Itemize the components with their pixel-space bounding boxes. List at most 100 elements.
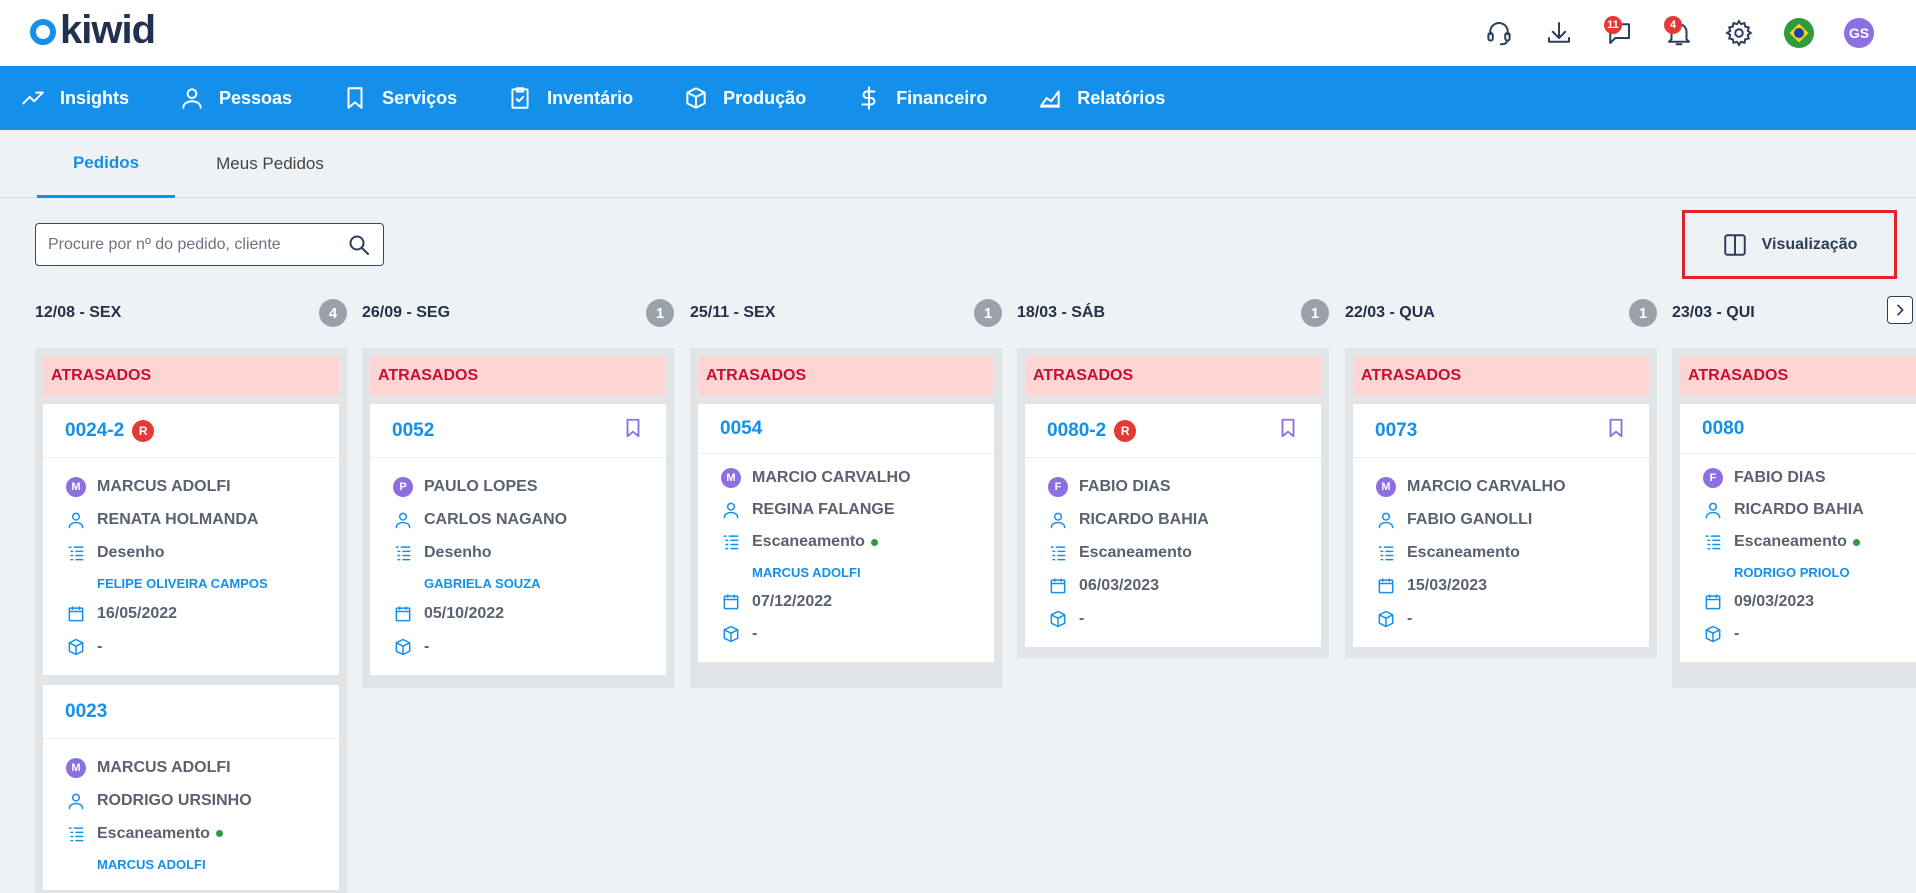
stage-name: Escaneamento xyxy=(97,824,210,842)
nav-label: Pessoas xyxy=(219,87,293,108)
stage-list-icon xyxy=(1702,531,1724,553)
responsible-name: MARCUS ADOLFI xyxy=(97,758,231,776)
order-card[interactable]: 0023 M MARCUS ADOLFI RODRIGO URSINHO Esca… xyxy=(43,685,339,890)
column-count-badge: 1 xyxy=(646,299,674,327)
order-card[interactable]: 0052 P PAULO LOPES CARLOS NAGANO Desenho … xyxy=(370,404,666,675)
column-header: 22/03 - QUA 1 xyxy=(1345,296,1657,330)
column-date: 12/08 - SEX xyxy=(35,304,122,321)
view-mode-button[interactable]: Visualização xyxy=(1682,210,1897,279)
order-number[interactable]: 0024-2 xyxy=(65,419,125,441)
column-header: 23/03 - QUI xyxy=(1672,296,1872,330)
client-name: REGINA FALANGE xyxy=(752,501,895,518)
column-date: 18/03 - SÁB xyxy=(1017,304,1106,321)
due-date: 07/12/2022 xyxy=(752,593,833,610)
stage-list-icon xyxy=(392,542,414,564)
settings-gear-icon[interactable] xyxy=(1720,14,1758,52)
nav-producao[interactable]: Produção xyxy=(683,66,806,130)
user-avatar[interactable]: GS xyxy=(1840,14,1878,52)
order-number[interactable]: 0080 xyxy=(1702,417,1745,439)
nav-insights[interactable]: Insights xyxy=(20,66,129,130)
stage-name: Escaneamento xyxy=(1407,543,1520,561)
nav-relatorios[interactable]: Relatórios xyxy=(1037,66,1165,130)
person-icon xyxy=(392,509,414,531)
r-badge: R xyxy=(1114,419,1137,442)
bookmark-icon[interactable] xyxy=(622,417,644,444)
column-header: 18/03 - SÁB 1 xyxy=(1017,296,1329,330)
calendar-icon xyxy=(392,603,414,625)
initial-avatar: M xyxy=(721,468,741,488)
nav-financeiro[interactable]: Financeiro xyxy=(856,66,987,130)
trending-up-icon xyxy=(22,91,44,105)
initial-avatar: M xyxy=(66,476,86,497)
assignee-link[interactable]: MARCUS ADOLFI xyxy=(97,856,206,872)
group-label-atrasados: ATRASADOS xyxy=(1353,356,1649,396)
due-date: 15/03/2023 xyxy=(1407,576,1488,594)
assignee-link[interactable]: FELIPE OLIVEIRA CAMPOS xyxy=(97,575,268,591)
logo-mark xyxy=(30,19,56,45)
search-input[interactable] xyxy=(48,235,347,254)
assignee-link[interactable]: GABRIELA SOUZA xyxy=(424,575,541,591)
due-date: 09/03/2023 xyxy=(1734,593,1815,610)
client-name: RICARDO BAHIA xyxy=(1079,510,1209,528)
responsible-name: MARCIO CARVALHO xyxy=(1407,477,1566,495)
chat-icon[interactable]: 11 xyxy=(1600,14,1638,52)
nav-pessoas[interactable]: Pessoas xyxy=(179,66,292,130)
box-icon xyxy=(686,87,706,109)
initial-avatar: P xyxy=(393,476,413,497)
group-label-atrasados: ATRASADOS xyxy=(370,356,666,396)
order-card[interactable]: 0080 F FABIO DIAS RICARDO BAHIA Escaneame… xyxy=(1680,404,1916,662)
area-chart-icon xyxy=(1040,90,1060,108)
stage-name: Escaneamento xyxy=(752,533,865,550)
column-count-badge: 1 xyxy=(1301,299,1329,327)
assignee-link[interactable]: MARCUS ADOLFI xyxy=(752,564,861,580)
search-box xyxy=(35,223,384,266)
order-number[interactable]: 0023 xyxy=(65,700,108,722)
order-number[interactable]: 0054 xyxy=(720,417,763,439)
initial-avatar: M xyxy=(1376,476,1396,497)
box-icon xyxy=(720,623,742,645)
column-count-badge: 1 xyxy=(1629,299,1657,327)
stage-name: Escaneamento xyxy=(1079,543,1192,561)
support-headset-icon[interactable] xyxy=(1480,14,1518,52)
box-icon xyxy=(65,636,87,658)
order-card[interactable]: 0080-2 R F FABIO DIAS RICARDO BAHIA Escane… xyxy=(1025,404,1321,647)
tab-pedidos[interactable]: Pedidos xyxy=(37,130,175,198)
person-icon xyxy=(65,509,87,531)
assignee-link[interactable]: RODRIGO PRIOLO xyxy=(1734,564,1850,580)
status-dot xyxy=(870,538,878,546)
product-value: - xyxy=(1079,609,1085,627)
kanban-column: ATRASADOS 0080-2 R F FABIO DIAS RICARDO BA… xyxy=(1017,348,1329,658)
client-name: RODRIGO URSINHO xyxy=(97,791,252,809)
order-number[interactable]: 0080-2 xyxy=(1047,419,1107,441)
column-header: 12/08 - SEX 4 xyxy=(35,296,347,330)
tab-meus-pedidos[interactable]: Meus Pedidos xyxy=(216,154,324,173)
language-flag-icon[interactable] xyxy=(1780,14,1818,52)
person-icon xyxy=(65,790,87,812)
column-header: 25/11 - SEX 1 xyxy=(690,296,1002,330)
notifications-bell-icon[interactable]: 4 xyxy=(1660,14,1698,52)
bookmark-icon[interactable] xyxy=(1605,417,1627,444)
client-name: RICARDO BAHIA xyxy=(1734,501,1864,518)
calendar-icon xyxy=(1375,575,1397,597)
scroll-right-button[interactable] xyxy=(1887,296,1913,324)
order-card[interactable]: 0054 M MARCIO CARVALHO REGINA FALANGE Esc… xyxy=(698,404,994,662)
order-card[interactable]: 0024-2 R M MARCUS ADOLFI RENATA HOLMANDA D… xyxy=(43,404,339,675)
download-icon[interactable] xyxy=(1540,14,1578,52)
clipboard-check-icon xyxy=(511,87,529,109)
column-date: 22/03 - QUA xyxy=(1345,304,1435,321)
order-number[interactable]: 0073 xyxy=(1375,419,1418,441)
column-header: 26/09 - SEG 1 xyxy=(362,296,674,330)
nav-servicos[interactable]: Serviços xyxy=(342,66,457,130)
r-badge: R xyxy=(132,419,155,442)
kanban-column: ATRASADOS 0054 M MARCIO CARVALHO REGINA F… xyxy=(690,348,1002,688)
nav-inventario[interactable]: Inventário xyxy=(507,66,633,130)
bookmark-icon[interactable] xyxy=(1277,417,1299,444)
kiwid-logo[interactable]: kiwid xyxy=(30,10,156,50)
chevron-right-icon xyxy=(1897,304,1904,316)
group-label-atrasados: ATRASADOS xyxy=(1680,356,1916,396)
order-number[interactable]: 0052 xyxy=(392,419,435,441)
page-tabs: Pedidos Meus Pedidos xyxy=(0,130,1916,198)
box-icon xyxy=(1375,608,1397,630)
order-card[interactable]: 0073 M MARCIO CARVALHO FABIO GANOLLI Esca… xyxy=(1353,404,1649,647)
header-actions: 11 4 GS xyxy=(1458,14,1878,52)
